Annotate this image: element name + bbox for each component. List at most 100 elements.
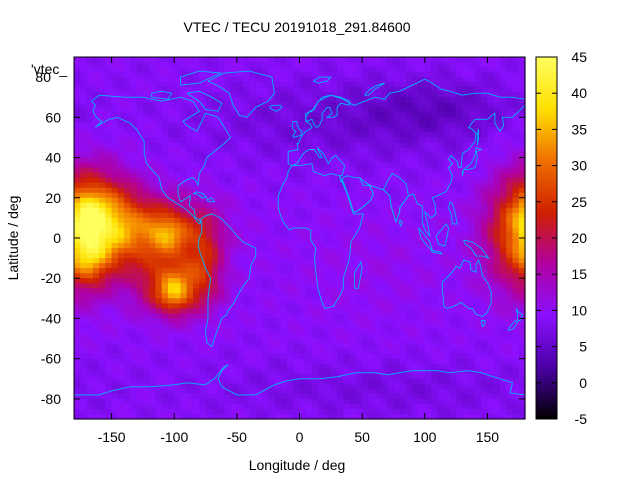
heatmap-cell xyxy=(80,363,88,370)
heatmap-cell xyxy=(481,62,489,68)
heatmap-cell xyxy=(268,217,276,224)
heatmap-cell xyxy=(211,298,219,304)
heatmap-cell xyxy=(167,122,175,128)
heatmap-cell xyxy=(274,368,282,375)
heatmap-cell xyxy=(512,348,520,355)
heatmap-cell xyxy=(355,162,363,169)
heatmap-cell xyxy=(286,398,294,405)
heatmap-cell xyxy=(299,248,307,254)
heatmap-cell xyxy=(499,97,507,103)
heatmap-cell xyxy=(261,57,269,63)
heatmap-cell xyxy=(456,217,463,224)
heatmap-cell xyxy=(74,152,81,159)
heatmap-cell xyxy=(493,147,501,154)
heatmap-cell xyxy=(362,67,369,73)
heatmap-cell xyxy=(230,238,238,244)
heatmap-cell xyxy=(487,273,495,279)
heatmap-cell xyxy=(512,293,520,299)
heatmap-cell xyxy=(293,152,301,159)
heatmap-cell xyxy=(211,253,219,259)
heatmap-cell xyxy=(293,217,301,224)
heatmap-cell xyxy=(218,117,225,123)
heatmap-cell xyxy=(92,222,100,229)
heatmap-cell xyxy=(280,268,288,274)
heatmap-cell xyxy=(224,313,232,320)
heatmap-cell xyxy=(205,122,213,128)
heatmap-cell xyxy=(92,258,100,264)
heatmap-cell xyxy=(493,62,501,68)
heatmap-cell xyxy=(230,333,238,340)
heatmap-cell xyxy=(92,303,100,309)
heatmap-cell xyxy=(155,303,163,309)
heatmap-cell xyxy=(449,217,457,224)
heatmap-cell xyxy=(449,243,457,249)
heatmap-cell xyxy=(374,182,382,189)
heatmap-cell xyxy=(456,177,463,184)
heatmap-cell xyxy=(462,152,470,159)
heatmap-cell xyxy=(111,117,119,123)
heatmap-cell xyxy=(506,142,514,149)
heatmap-cell xyxy=(343,333,351,340)
heatmap-cell xyxy=(174,142,182,149)
heatmap-cell xyxy=(105,303,113,309)
heatmap-cell xyxy=(80,222,88,229)
heatmap-cell xyxy=(474,172,482,179)
heatmap-cell xyxy=(368,333,376,340)
heatmap-cell xyxy=(161,102,169,108)
heatmap-cell xyxy=(518,222,526,229)
heatmap-cell xyxy=(362,57,369,63)
heatmap-cell xyxy=(130,122,138,128)
heatmap-cell xyxy=(174,288,182,294)
heatmap-cell xyxy=(286,303,294,309)
heatmap-cell xyxy=(136,87,144,93)
heatmap-cell xyxy=(424,398,432,405)
heatmap-cell xyxy=(318,157,326,164)
heatmap-cell xyxy=(456,308,463,315)
heatmap-cell xyxy=(230,293,238,299)
heatmap-cell xyxy=(149,117,157,123)
heatmap-cell xyxy=(481,152,489,159)
heatmap-cell xyxy=(142,102,150,108)
heatmap-cell xyxy=(506,328,514,335)
heatmap-cell xyxy=(117,358,125,365)
heatmap-cell xyxy=(512,107,520,113)
heatmap-cell xyxy=(74,222,81,229)
heatmap-cell xyxy=(86,82,94,88)
heatmap-cell xyxy=(180,403,188,410)
heatmap-cell xyxy=(324,333,332,340)
heatmap-cell xyxy=(74,87,81,93)
heatmap-cell xyxy=(205,253,213,259)
heatmap-cell xyxy=(193,162,200,169)
heatmap-cell xyxy=(506,57,514,63)
heatmap-cell xyxy=(74,363,81,370)
heatmap-cell xyxy=(368,348,376,355)
heatmap-cell xyxy=(437,338,445,345)
heatmap-cell xyxy=(211,62,219,68)
heatmap-cell xyxy=(337,238,344,244)
heatmap-cell xyxy=(205,318,213,325)
heatmap-cell xyxy=(355,202,363,209)
heatmap-cell xyxy=(249,182,257,189)
heatmap-cell xyxy=(506,368,514,375)
heatmap-cell xyxy=(468,388,476,395)
heatmap-cell xyxy=(368,222,376,229)
heatmap-cell xyxy=(155,127,163,134)
heatmap-cell xyxy=(293,72,301,78)
heatmap-cell xyxy=(205,373,213,380)
heatmap-cell xyxy=(167,253,175,259)
heatmap-cell xyxy=(506,398,514,405)
heatmap-cell xyxy=(474,283,482,289)
heatmap-cell xyxy=(518,67,526,73)
heatmap-cell xyxy=(299,253,307,259)
heatmap-cell xyxy=(387,62,395,68)
heatmap-cell xyxy=(474,62,482,68)
heatmap-cell xyxy=(224,358,232,365)
heatmap-cell xyxy=(493,227,501,234)
heatmap-cell xyxy=(474,177,482,184)
heatmap-cell xyxy=(130,388,138,395)
heatmap-cell xyxy=(462,232,470,239)
heatmap-cell xyxy=(205,278,213,284)
heatmap-cell xyxy=(255,187,263,194)
heatmap-cell xyxy=(468,222,476,229)
heatmap-cell xyxy=(268,393,276,400)
